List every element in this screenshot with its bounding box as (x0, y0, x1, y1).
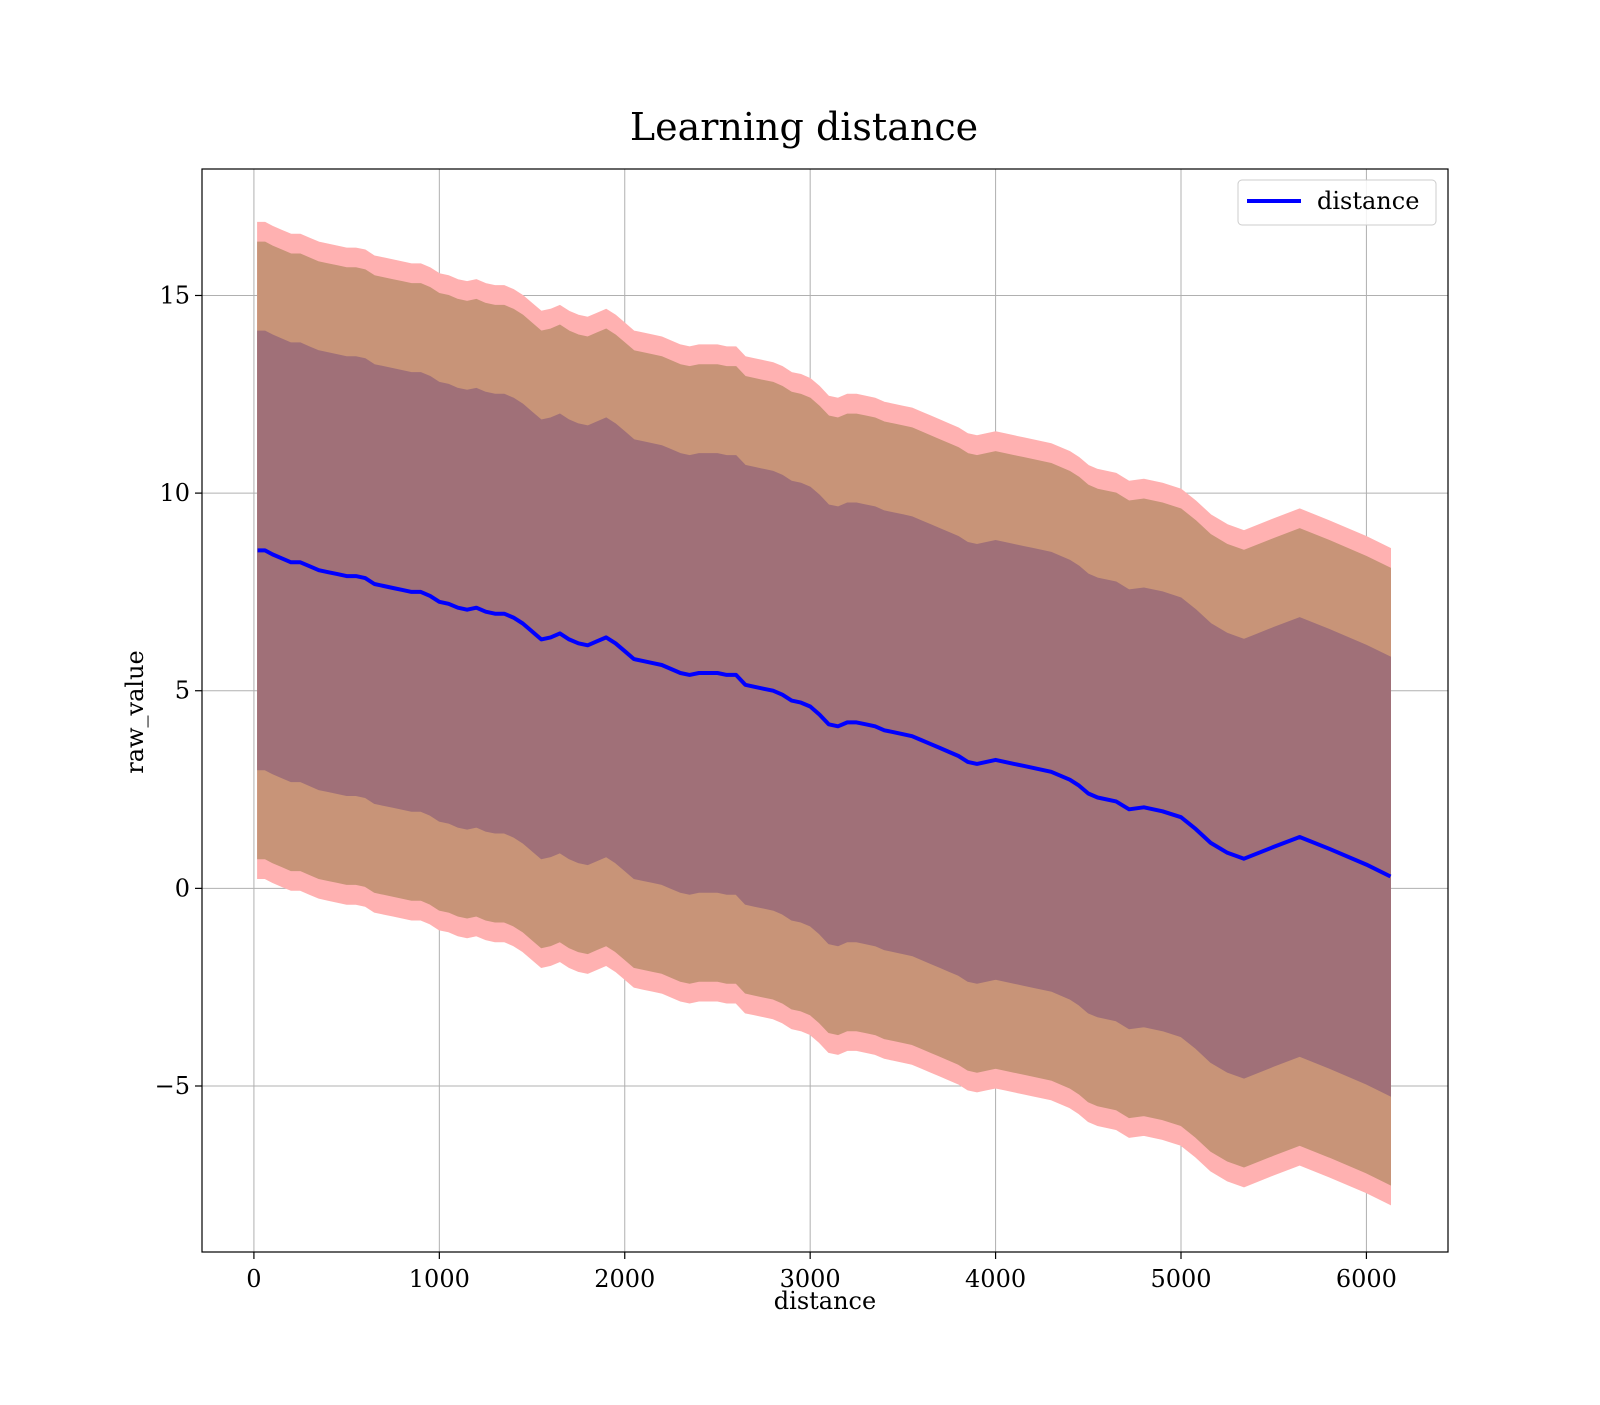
y-tick-label: 15 (159, 281, 190, 309)
x-tick-label: 5000 (1150, 1265, 1211, 1293)
y-tick-label: 0 (175, 874, 190, 902)
chart-title: Learning distance (630, 105, 978, 149)
x-axis-ticks: 0 1000 2000 3000 4000 5000 6000 (246, 1252, 1397, 1293)
x-tick-label: 1000 (409, 1265, 470, 1293)
x-tick-label: 4000 (965, 1265, 1026, 1293)
y-axis-label: raw_value (121, 650, 149, 774)
legend-label-distance: distance (1317, 187, 1419, 215)
x-tick-label: 0 (246, 1265, 261, 1293)
plot-frame (201, 168, 1449, 1253)
legend-box (1237, 179, 1437, 226)
confidence-bands (257, 221, 1391, 1206)
series-lines (257, 548, 1392, 879)
y-tick-label: −5 (155, 1072, 190, 1100)
x-tick-label: 3000 (780, 1265, 841, 1293)
x-axis-label: distance (774, 1287, 876, 1315)
x-tick-label: 6000 (1336, 1265, 1397, 1293)
series-line-distance (257, 548, 1392, 879)
x-tick-label: 2000 (594, 1265, 655, 1293)
legend: distance (1237, 179, 1437, 226)
band-inner (257, 330, 1391, 1097)
y-tick-label: 5 (175, 677, 190, 705)
y-axis-ticks: −5 0 5 10 15 (155, 281, 202, 1100)
y-tick-label: 10 (159, 479, 190, 507)
